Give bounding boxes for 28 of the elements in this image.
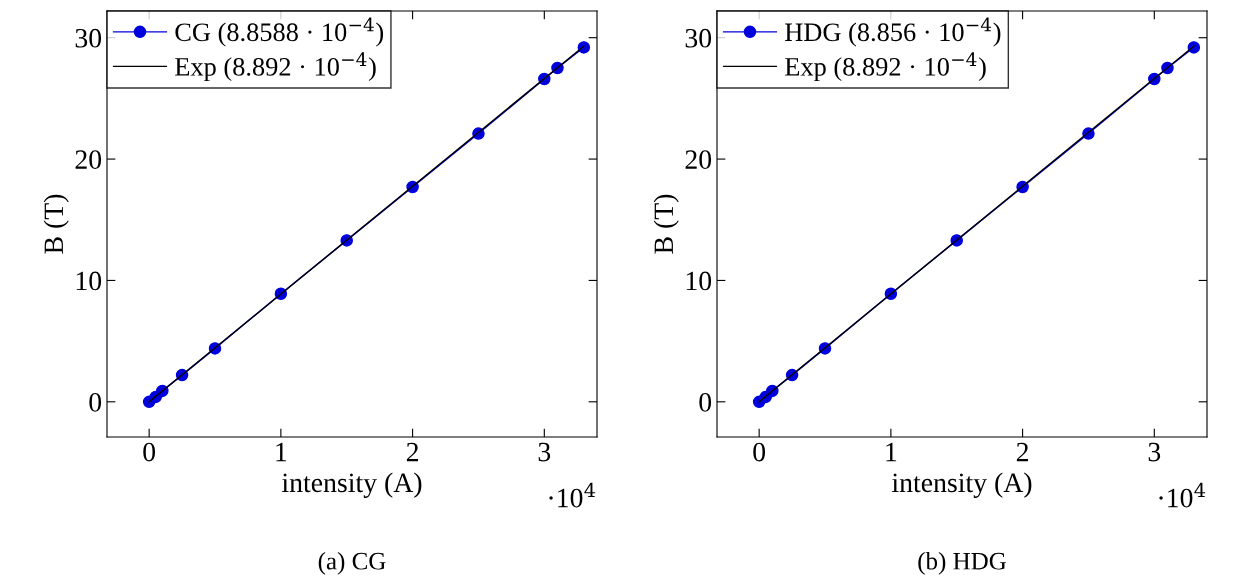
x-tick-label: 1: [276, 442, 287, 462]
text: ·10$^{4}$: [1159, 482, 1206, 508]
y-tick-label: 30: [685, 28, 712, 48]
y-tick-label: 30: [75, 28, 102, 48]
x-tick-label: 3: [538, 442, 551, 462]
y-tick-label: 0: [699, 392, 712, 412]
y-axis-title: B (T): [43, 194, 69, 254]
x-axis-title: intensity (A): [891, 472, 1032, 498]
y-tick-label: 20: [685, 150, 712, 169]
legend-label: HDG (8.856 · 10$^{−4}$): [785, 17, 1001, 47]
x-tick-label: 0: [753, 442, 766, 462]
legend-label: Exp (8.892 · 10$^{−4}$): [175, 52, 376, 82]
legend-label: Exp (8.892 · 10$^{−4}$): [785, 52, 986, 82]
y-tick-label: 0: [89, 392, 102, 412]
text: (b) HDG: [918, 552, 1006, 575]
x-tick-label: 1: [886, 442, 897, 462]
x-tick-label: 0: [143, 442, 156, 462]
x-tick-label: 2: [1016, 442, 1028, 462]
x-tick-label: 3: [1148, 442, 1161, 462]
x-tick-label: 2: [406, 442, 418, 462]
y-tick-label: 20: [75, 150, 102, 169]
y-axis-title: B (T): [653, 194, 679, 254]
x-axis-title: intensity (A): [281, 472, 422, 498]
y-tick-label: 10: [76, 271, 102, 291]
text: ·10$^{4}$: [549, 482, 596, 508]
text: (a) CG: [318, 552, 386, 575]
y-tick-label: 10: [686, 271, 712, 291]
legend-label: CG (8.8588 · 10$^{−4}$): [175, 17, 384, 47]
